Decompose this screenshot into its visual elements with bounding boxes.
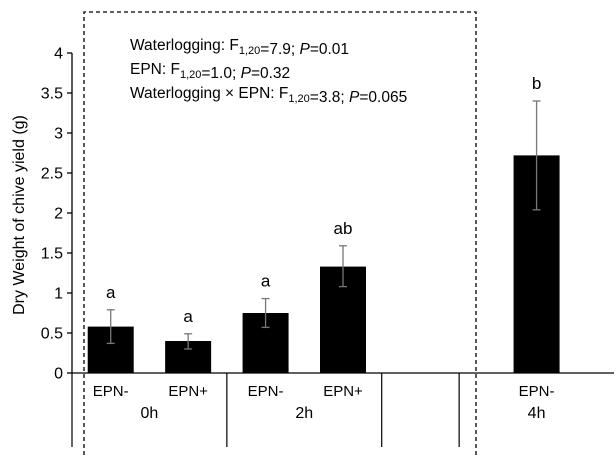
stat-annotation: Waterlogging: F1,20=7.9; P=0.01 [130, 37, 349, 58]
x-axis: EPN- EPN+ EPN- EPN+ EPN- 0h 2h 4h [71, 372, 614, 447]
y-tick-label: 2.5 [41, 166, 63, 183]
significance-letter: ab [334, 219, 353, 238]
y-tick-label: 3.5 [41, 86, 63, 103]
bars: a a a ab b [87, 74, 560, 373]
significance-letter: a [106, 283, 116, 302]
category-label: EPN- [519, 383, 555, 400]
significance-letter: a [183, 307, 193, 326]
y-tick-label: 1 [54, 286, 63, 303]
annotations: Waterlogging: F1,20=7.9; P=0.01 EPN: F1,2… [130, 37, 407, 106]
group-label: 4h [528, 405, 546, 422]
category-label: EPN+ [168, 383, 208, 400]
group-label: 2h [295, 405, 313, 422]
category-label: EPN- [248, 383, 284, 400]
significance-letter: b [532, 74, 541, 93]
significance-letter: a [261, 272, 271, 291]
stat-annotation: Waterlogging × EPN: F1,20=3.8; P=0.065 [130, 85, 407, 106]
y-tick-label: 4 [54, 46, 63, 63]
y-axis-label: Dry Weight of chive yield (g) [11, 115, 28, 315]
y-tick-label: 0.5 [41, 326, 63, 343]
stat-annotation: EPN: F1,20=1.0; P=0.32 [130, 61, 290, 82]
y-tick-label: 0 [54, 366, 63, 383]
dashed-frame [83, 11, 477, 455]
y-tick-label: 2 [54, 206, 63, 223]
chart-frame [83, 11, 477, 455]
y-tick-label: 3 [54, 126, 63, 143]
category-label: EPN+ [323, 383, 363, 400]
y-tick-label: 1.5 [41, 246, 63, 263]
category-label: EPN- [93, 383, 129, 400]
y-axis: 0 0.5 1 1.5 2 2.5 3 3.5 4 [41, 46, 73, 383]
group-label: 0h [141, 405, 159, 422]
